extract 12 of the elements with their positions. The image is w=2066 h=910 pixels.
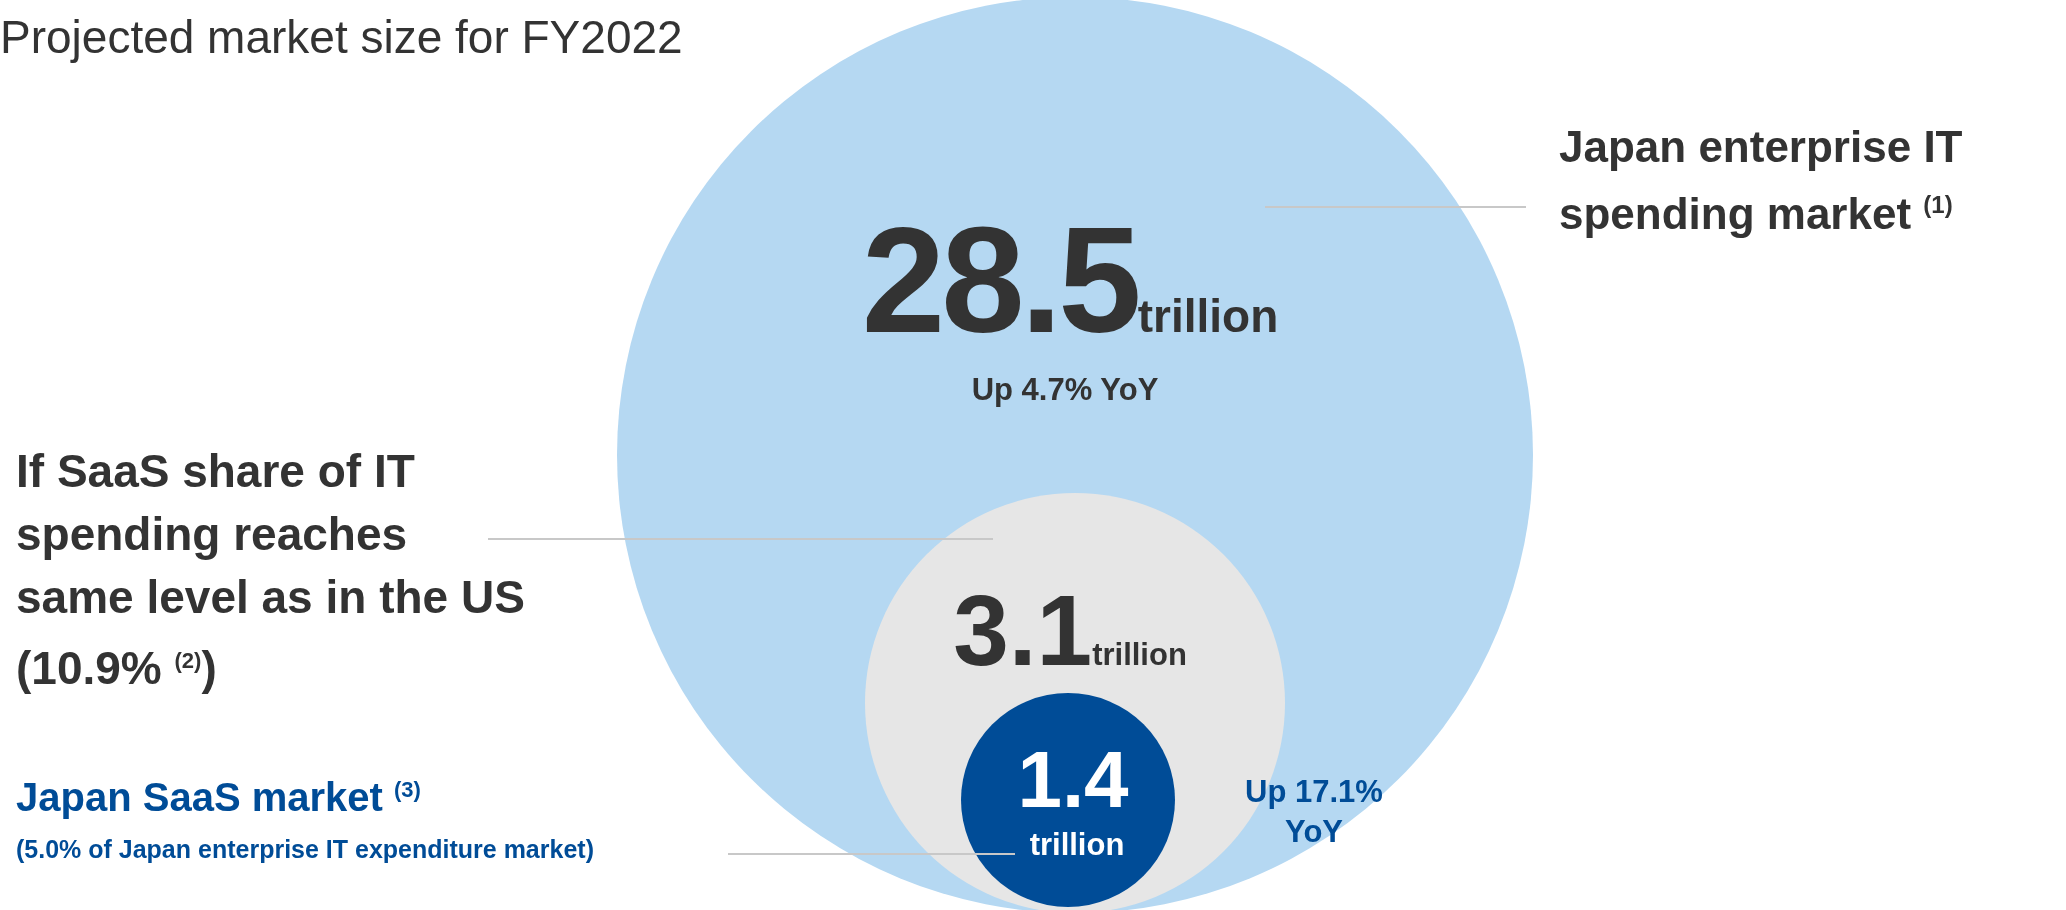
category-label: Japan enterprise IT spending market $^{(1)}$ [1559, 121, 1964, 240]
text: Projected market size for FY2022 [0, 10, 683, 64]
data-label: 28.5 [861, 196, 1138, 364]
data-label: 1.4 [1017, 735, 1129, 824]
category-label: Japan SaaS market $^{(3)}$ [16, 775, 421, 820]
text: trillion [1092, 637, 1187, 672]
text: trillion [1029, 827, 1125, 862]
category-label: If SaaS share of IT spending reaches same level as in the US (10.9% $^{(2)}$) [16, 444, 526, 697]
text: Up 17.1% YoY [1244, 773, 1384, 851]
text: (5.0% of Japan enterprise IT expenditure market) [16, 835, 594, 864]
text: Up 4.7% YoY [970, 372, 1160, 408]
text: trillion [1137, 290, 1279, 342]
